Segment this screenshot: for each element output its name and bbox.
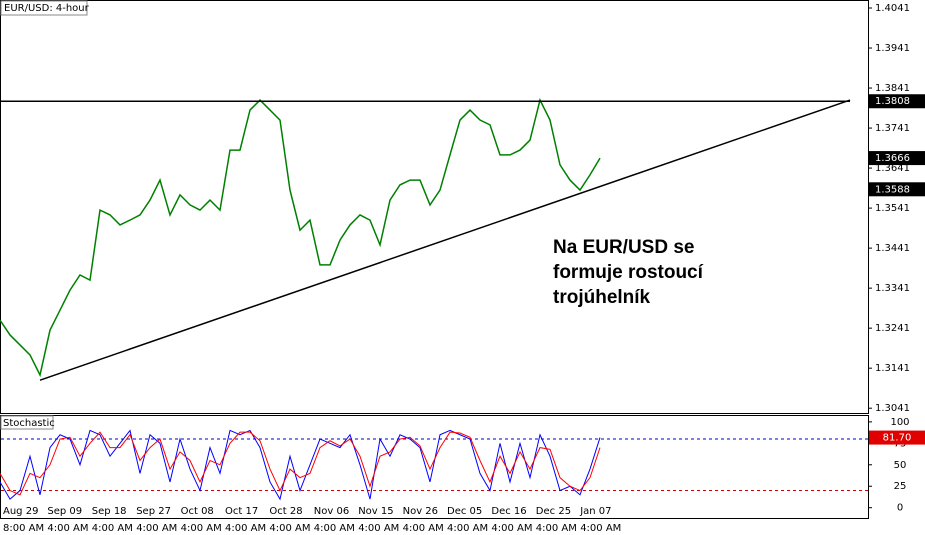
y-tick-label: 1.4041 [875,3,910,14]
y-tick-label: 1.3941 [875,43,910,54]
x-date-label: Dec 05 [447,506,482,517]
y2-tick-label: 0 [897,503,903,514]
x-time-label: 4:00 AM [314,523,355,534]
x-date-label: Oct 17 [225,506,258,517]
chart-title: EUR/USD: 4-hour [4,3,90,14]
x-date-label: Nov 06 [314,506,349,517]
price-marker [869,182,925,197]
annotation: Na EUR/USD se [553,237,695,258]
x-date-label: Sep 09 [47,506,82,517]
indicator-title: Stochastic [3,418,55,429]
y2-tick-label: 25 [894,481,907,492]
stochastic-line [0,429,601,501]
x-date-label: Nov 15 [358,506,393,517]
x-date-label: Oct 08 [181,506,214,517]
indicator-panel [0,415,869,519]
x-date-label: Dec 25 [536,506,571,517]
y-tick-label: 1.3141 [875,363,910,374]
y-tick-label: 1.3641 [875,163,910,174]
x-time-label: 4:00 AM [136,523,177,534]
price-marker-label: 1.3808 [875,96,910,107]
price-marker [869,151,925,166]
price-line [0,97,601,378]
indicator-marker-label: 81.70 [883,433,912,444]
indicator-marker [869,430,925,445]
x-date-label: Nov 26 [403,506,438,517]
x-date-label: Sep 27 [136,506,171,517]
y-tick-label: 1.3341 [875,283,910,294]
annotation: trojúhelník [553,287,651,308]
stochastic-line [0,431,601,496]
y-tick-label: 1.3241 [875,323,910,334]
y-tick-label: 1.3041 [875,403,910,414]
trend-line [39,99,851,381]
x-time-label: 4:00 AM [580,523,621,534]
x-time-label: 4:00 AM [536,523,577,534]
price-marker [869,94,925,109]
x-time-label: 4:00 AM [491,523,532,534]
x-time-label: 4:00 AM [447,523,488,534]
price-panel [0,0,869,414]
x-time-label: 4:00 AM [225,523,266,534]
annotation: formuje rostoucí [553,262,704,283]
x-time-label: 8:00 AM [3,523,44,534]
y-tick-label: 1.3541 [875,203,910,214]
x-date-label: Sep 18 [92,506,127,517]
x-time-label: 4:00 AM [403,523,444,534]
x-date-label: Oct 28 [269,506,302,517]
y2-tick-label: 50 [894,460,907,471]
x-time-label: 4:00 AM [47,523,88,534]
x-date-label: Dec 16 [491,506,526,517]
y-tick-label: 1.3841 [875,83,910,94]
x-time-label: 4:00 AM [92,523,133,534]
price-marker-label: 1.3588 [875,184,910,195]
y-tick-label: 1.3441 [875,243,910,254]
indicator-title-box [0,415,54,430]
y-tick-label: 1.3741 [875,123,910,134]
title-box [0,0,88,16]
x-time-label: 4:00 AM [181,523,222,534]
x-time-label: 4:00 AM [358,523,399,534]
price-marker-label: 1.3666 [875,153,910,164]
y2-tick-label: 100 [890,417,909,428]
x-date-label: Aug 29 [3,506,38,517]
x-date-label: Jan 07 [579,506,611,517]
x-time-label: 4:00 AM [269,523,310,534]
